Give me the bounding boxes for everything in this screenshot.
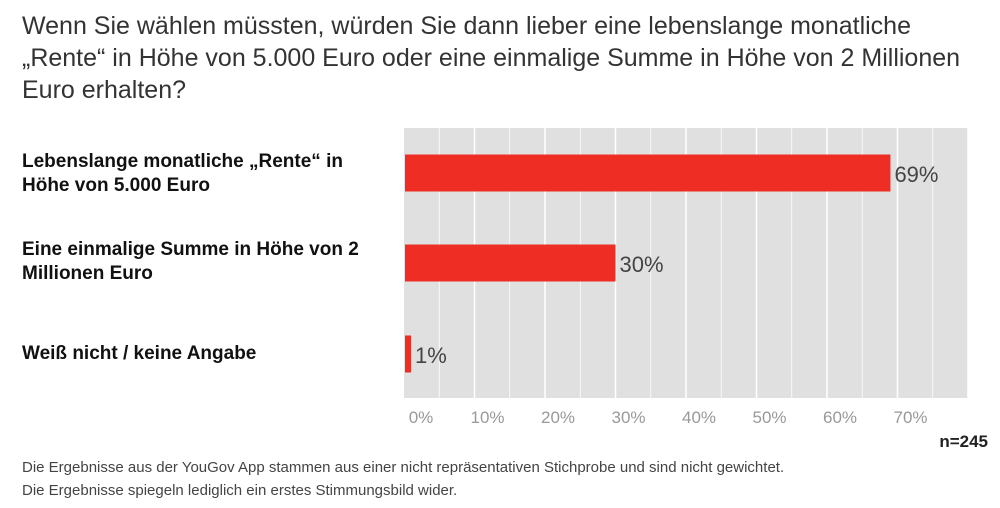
data-label-3: 1% [415, 343, 447, 368]
x-tick-label-10: 10% [470, 408, 504, 427]
x-tick-label-60: 60% [823, 408, 857, 427]
x-tick-label-20: 20% [541, 408, 575, 427]
category-label-weiss-nicht: Weiß nicht / keine Angabe [22, 343, 257, 364]
data-label-2: 30% [620, 252, 664, 277]
x-tick-label-40: 40% [682, 408, 716, 427]
sample-size-label: n=245 [939, 432, 988, 451]
x-tick-label-50: 50% [752, 408, 786, 427]
x-tick-label-70: 70% [893, 408, 927, 427]
bar-3 [405, 335, 412, 373]
category-label-rente: Lebenslange monatliche „Rente“ in Höhe v… [22, 151, 343, 196]
footnote-line-1: Die Ergebnisse aus der YouGov App stamme… [22, 459, 785, 476]
x-tick-label-0: 0% [409, 408, 434, 427]
chart-title: Wenn Sie wählen müssten, würden Sie dann… [22, 12, 961, 104]
x-tick-label-30: 30% [611, 408, 645, 427]
category-label-einmalzahlung: Eine einmalige Summe in Höhe von 2 Milli… [22, 239, 359, 284]
bar-1 [405, 154, 891, 192]
data-label-1: 69% [894, 162, 938, 187]
footnote-line-2: Die Ergebnisse spiegeln lediglich ein er… [22, 482, 458, 499]
bar-2 [405, 244, 616, 282]
